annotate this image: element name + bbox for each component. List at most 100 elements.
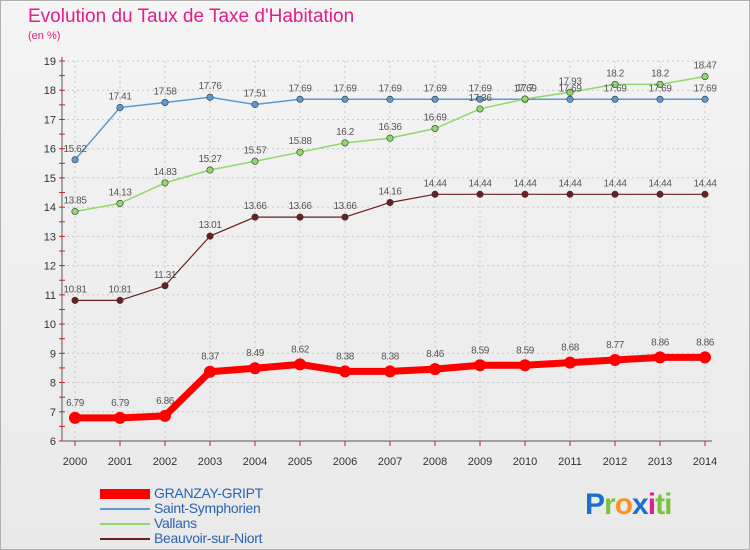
data-label-vallans: 17.36: [468, 93, 492, 104]
x-tick-label: 2008: [423, 456, 447, 468]
data-point-beauvoir-sur-niort: [251, 213, 259, 221]
data-point-vallans: [656, 80, 664, 88]
y-tick-label: 9: [50, 348, 56, 360]
data-label-beauvoir-sur-niort: 14.44: [603, 178, 627, 189]
data-label-granzay-gript: 8.38: [336, 351, 355, 362]
data-point-granzay-gript: [204, 365, 216, 378]
data-label-vallans: 16.2: [336, 127, 355, 138]
data-label-saint-symphorien: 17.76: [198, 81, 222, 92]
proxiti-logo: Proxiti: [585, 488, 672, 522]
data-point-granzay-gript: [339, 365, 351, 378]
data-label-beauvoir-sur-niort: 14.16: [378, 186, 402, 197]
data-point-granzay-gript: [429, 363, 441, 376]
data-point-vallans: [116, 199, 124, 207]
data-label-granzay-gript: 8.62: [291, 344, 310, 355]
data-point-beauvoir-sur-niort: [341, 213, 349, 221]
y-tick-label: 19: [44, 56, 56, 68]
data-label-vallans: 14.83: [153, 167, 177, 178]
logo-letter: t: [655, 488, 665, 521]
data-label-saint-symphorien: 17.69: [603, 83, 627, 94]
data-label-saint-symphorien: 17.69: [468, 83, 492, 94]
data-point-vallans: [251, 157, 259, 165]
data-point-vallans: [701, 72, 709, 80]
x-tick-label: 2013: [648, 456, 672, 468]
data-label-vallans: 18.2: [606, 68, 625, 79]
y-tick-label: 17: [44, 114, 56, 126]
data-point-saint-symphorien: [206, 93, 214, 101]
data-point-saint-symphorien: [431, 95, 439, 103]
data-point-beauvoir-sur-niort: [566, 190, 574, 198]
data-point-saint-symphorien: [611, 95, 619, 103]
legend-swatch: [100, 523, 150, 525]
chart-title: Evolution du Taux de Taxe d'Habitation: [28, 6, 355, 27]
y-tick-label: 16: [44, 144, 56, 156]
data-point-granzay-gript: [384, 365, 396, 378]
data-label-beauvoir-sur-niort: 11.31: [154, 270, 177, 281]
data-point-granzay-gript: [519, 359, 531, 372]
data-label-vallans: 15.57: [243, 145, 267, 156]
data-point-saint-symphorien: [116, 103, 124, 111]
data-label-beauvoir-sur-niort: 14.44: [648, 178, 672, 189]
data-label-vallans: 18.47: [693, 60, 717, 71]
y-tick-label: 8: [50, 378, 56, 390]
data-point-saint-symphorien: [251, 101, 259, 109]
data-point-saint-symphorien: [386, 95, 394, 103]
x-tick-label: 2010: [513, 456, 537, 468]
data-label-saint-symphorien: 17.69: [378, 83, 402, 94]
data-label-vallans: 15.88: [288, 136, 312, 147]
data-point-beauvoir-sur-niort: [116, 296, 124, 304]
data-label-granzay-gript: 8.37: [201, 352, 220, 363]
logo-letter: o: [614, 488, 633, 521]
data-label-saint-symphorien: 15.62: [63, 144, 87, 155]
data-point-granzay-gript: [564, 356, 576, 369]
data-label-saint-symphorien: 17.69: [423, 83, 447, 94]
data-label-vallans: 13.85: [63, 196, 87, 207]
x-tick-label: 2009: [468, 456, 492, 468]
series-group: [69, 72, 711, 424]
data-point-beauvoir-sur-niort: [521, 190, 529, 198]
data-label-vallans: 16.69: [423, 113, 447, 124]
data-point-granzay-gript: [699, 351, 711, 364]
data-label-granzay-gript: 8.77: [606, 340, 625, 351]
legend-swatch: [100, 508, 150, 510]
x-tick-label: 2012: [603, 456, 627, 468]
data-point-saint-symphorien: [566, 95, 574, 103]
data-point-beauvoir-sur-niort: [701, 190, 709, 198]
data-point-vallans: [386, 134, 394, 142]
data-label-beauvoir-sur-niort: 10.81: [108, 284, 132, 295]
x-tick-label: 2011: [558, 456, 582, 468]
data-label-saint-symphorien: 17.69: [648, 83, 672, 94]
data-label-granzay-gript: 8.86: [651, 337, 670, 348]
data-label-granzay-gript: 8.46: [426, 349, 445, 360]
data-point-granzay-gript: [159, 409, 171, 422]
y-tick-label: 15: [44, 173, 56, 185]
data-label-saint-symphorien: 17.69: [513, 83, 537, 94]
y-tick-label: 12: [44, 261, 56, 273]
y-tick-label: 11: [45, 290, 56, 302]
data-label-granzay-gript: 8.38: [381, 351, 400, 362]
data-label-saint-symphorien: 17.41: [108, 91, 132, 102]
logo-letter: x: [632, 488, 649, 521]
data-point-beauvoir-sur-niort: [161, 282, 169, 290]
data-label-saint-symphorien: 17.69: [333, 83, 357, 94]
data-label-beauvoir-sur-niort: 14.44: [558, 178, 582, 189]
data-label-vallans: 17.7: [516, 83, 535, 94]
y-tick-label: 18: [44, 85, 56, 97]
x-tick-label: 2007: [378, 456, 402, 468]
data-point-vallans: [476, 105, 484, 113]
x-tick-label: 2001: [108, 456, 132, 468]
x-tick-label: 2004: [243, 456, 267, 468]
data-point-beauvoir-sur-niort: [386, 198, 394, 206]
data-point-vallans: [521, 95, 529, 103]
data-point-granzay-gript: [249, 362, 261, 375]
logo-letter: r: [604, 488, 616, 521]
logo-letter: i: [647, 488, 656, 521]
data-label-beauvoir-sur-niort: 13.66: [243, 201, 267, 212]
axes: [59, 57, 712, 446]
grid: [62, 60, 712, 442]
data-point-beauvoir-sur-niort: [476, 190, 484, 198]
data-point-vallans: [566, 88, 574, 96]
data-point-saint-symphorien: [476, 95, 484, 103]
legend-swatch: [100, 538, 150, 540]
data-label-granzay-gript: 6.79: [66, 398, 85, 409]
